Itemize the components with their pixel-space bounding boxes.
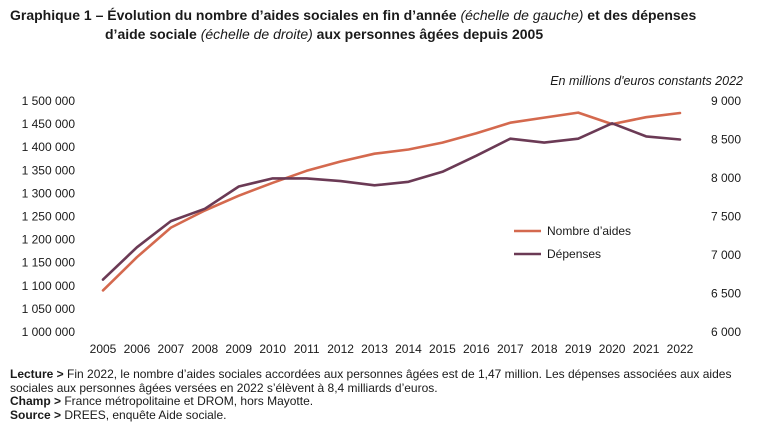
note-source-text: DREES, enquête Aide sociale.	[61, 407, 227, 422]
chart-title: Graphique 1 – Évolution du nombre d’aide…	[10, 6, 755, 44]
title-left-scale: (échelle de gauche)	[460, 7, 584, 23]
note-lecture-text: Fin 2022, le nombre d’aides sociales acc…	[10, 367, 732, 395]
chart-notes: Lecture > Fin 2022, le nombre d’aides so…	[10, 367, 755, 423]
left-axis-tick-label: 1 500 000	[22, 94, 76, 108]
right-axis-tick-label: 6 500	[711, 287, 741, 301]
title-line2-start: d’aide sociale	[105, 26, 201, 42]
left-axis-tick-label: 1 050 000	[22, 302, 76, 316]
x-axis-tick-label: 2018	[531, 342, 558, 356]
right-axis-tick-label: 7 500	[711, 210, 741, 224]
legend-label: Nombre d’aides	[547, 224, 631, 238]
x-axis-tick-label: 2019	[565, 342, 592, 356]
note-lecture-label: Lecture >	[10, 367, 64, 381]
x-axis-tick-label: 2005	[90, 342, 117, 356]
left-axis-tick-label: 1 150 000	[22, 256, 76, 270]
left-axis-tick-label: 1 450 000	[22, 117, 76, 131]
left-axis-tick-label: 1 250 000	[22, 210, 76, 224]
left-axis-tick-label: 1 200 000	[22, 233, 76, 247]
x-axis-tick-label: 2016	[463, 342, 490, 356]
x-axis-tick-label: 2011	[294, 342, 320, 356]
right-axis-tick-label: 6 000	[711, 325, 741, 339]
x-axis-tick-label: 2015	[429, 342, 456, 356]
right-axis-tick-label: 8 500	[711, 133, 741, 147]
left-axis-tick-label: 1 350 000	[22, 163, 76, 177]
left-axis-tick-label: 1 000 000	[22, 325, 76, 339]
series-line-nombre-aides	[101, 111, 682, 292]
title-line-2: d’aide sociale (échelle de droite) aux p…	[10, 25, 755, 44]
title-mid: et des dépenses	[583, 7, 697, 23]
legend-label: Dépenses	[547, 247, 601, 261]
x-axis-tick-label: 2021	[633, 342, 660, 356]
note-source: Source > DREES, enquête Aide sociale.	[10, 407, 755, 423]
x-axis-tick-label: 2008	[191, 342, 218, 356]
left-axis-tick-label: 1 300 000	[22, 186, 76, 200]
title-prefix: Graphique 1 – Évolution du nombre d’aide…	[10, 7, 461, 23]
x-axis-tick-label: 2022	[667, 342, 694, 356]
x-axis-tick-label: 2020	[599, 342, 626, 356]
series-line-depenses	[101, 122, 682, 281]
x-axis-tick-label: 2007	[158, 342, 185, 356]
x-axis-tick-label: 2013	[361, 342, 388, 356]
x-axis-tick-label: 2006	[124, 342, 151, 356]
note-lecture: Lecture > Fin 2022, le nombre d’aides so…	[10, 367, 755, 395]
note-source-label: Source >	[10, 407, 62, 422]
right-axis-tick-label: 8 000	[711, 171, 741, 185]
x-axis-tick-label: 2012	[327, 342, 354, 356]
x-axis-tick-label: 2010	[259, 342, 286, 356]
note-champ: Champ > France métropolitaine et DROM, h…	[10, 394, 755, 409]
right-axis-unit-label: En millions d'euros constants 2022	[550, 74, 743, 88]
right-axis-tick-label: 7 000	[711, 248, 741, 262]
x-axis-tick-label: 2009	[225, 342, 252, 356]
x-axis-tick-label: 2014	[395, 342, 422, 356]
title-line2-end: aux personnes âgées depuis 2005	[312, 26, 544, 42]
note-champ-text: France métropolitaine et DROM, hors Mayo…	[61, 394, 314, 408]
title-right-scale: (échelle de droite)	[200, 26, 313, 42]
left-axis-tick-label: 1 100 000	[22, 279, 76, 293]
note-champ-label: Champ >	[10, 394, 62, 408]
right-axis-tick-label: 9 000	[711, 94, 741, 108]
left-axis-tick-label: 1 400 000	[22, 140, 76, 154]
x-axis-tick-label: 2017	[497, 342, 524, 356]
